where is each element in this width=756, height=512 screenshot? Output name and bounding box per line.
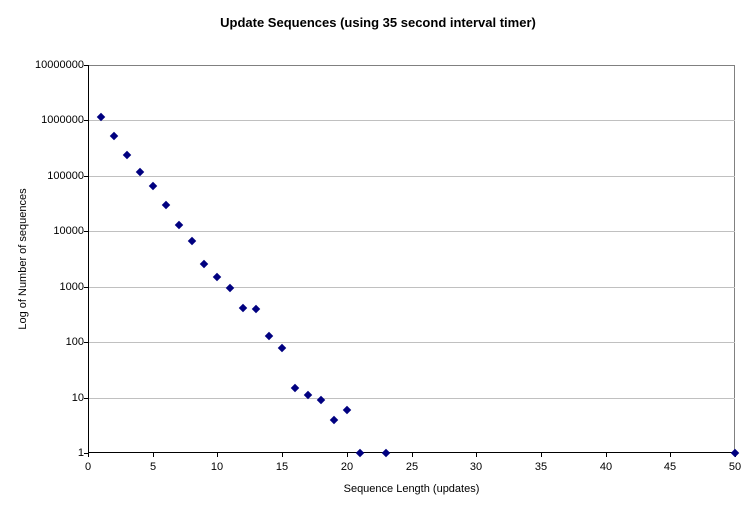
- y-tick-label: 1000: [59, 281, 84, 293]
- y-tick-label: 100: [65, 336, 84, 348]
- x-tick-label: 30: [469, 461, 483, 473]
- x-tick-label: 5: [149, 461, 157, 473]
- x-axis-tick: [541, 453, 542, 457]
- x-tick-label: 25: [405, 461, 419, 473]
- y-tick-label: 10000: [53, 225, 84, 237]
- y-gridline: [89, 287, 735, 288]
- x-axis-tick: [347, 453, 348, 457]
- x-tick-label: 15: [275, 461, 289, 473]
- y-axis-tick: [84, 342, 89, 343]
- x-axis-title: Sequence Length (updates): [343, 483, 480, 495]
- y-gridline: [89, 176, 735, 177]
- y-axis-tick: [84, 231, 89, 232]
- x-axis-tick: [412, 453, 413, 457]
- y-axis-tick: [84, 176, 89, 177]
- data-point: [730, 448, 740, 458]
- y-axis-tick: [84, 453, 89, 454]
- y-axis-tick: [84, 398, 89, 399]
- x-axis-tick: [88, 453, 89, 457]
- y-gridline: [89, 398, 735, 399]
- y-tick-label: 1000000: [41, 114, 84, 126]
- y-axis-tick: [84, 65, 89, 66]
- y-tick-label: 10000000: [35, 59, 84, 71]
- x-tick-label: 0: [84, 461, 92, 473]
- y-gridline: [89, 342, 735, 343]
- x-tick-label: 35: [534, 461, 548, 473]
- y-gridline: [89, 231, 735, 232]
- x-axis-tick: [217, 453, 218, 457]
- chart-title: Update Sequences (using 35 second interv…: [220, 15, 536, 30]
- y-tick-label: 100000: [47, 170, 84, 182]
- x-axis-tick: [153, 453, 154, 457]
- plot-area: [88, 65, 735, 453]
- x-tick-label: 10: [210, 461, 224, 473]
- x-axis-tick: [476, 453, 477, 457]
- y-gridline: [89, 120, 735, 121]
- y-axis-tick: [84, 287, 89, 288]
- x-tick-label: 40: [599, 461, 613, 473]
- y-tick-label: 10: [71, 392, 84, 404]
- x-tick-label: 45: [663, 461, 677, 473]
- y-tick-label: 1: [77, 447, 84, 459]
- x-axis-tick: [606, 453, 607, 457]
- x-tick-label: 50: [728, 461, 742, 473]
- y-axis-tick: [84, 120, 89, 121]
- x-axis-tick: [282, 453, 283, 457]
- x-tick-label: 20: [340, 461, 354, 473]
- x-axis-tick: [670, 453, 671, 457]
